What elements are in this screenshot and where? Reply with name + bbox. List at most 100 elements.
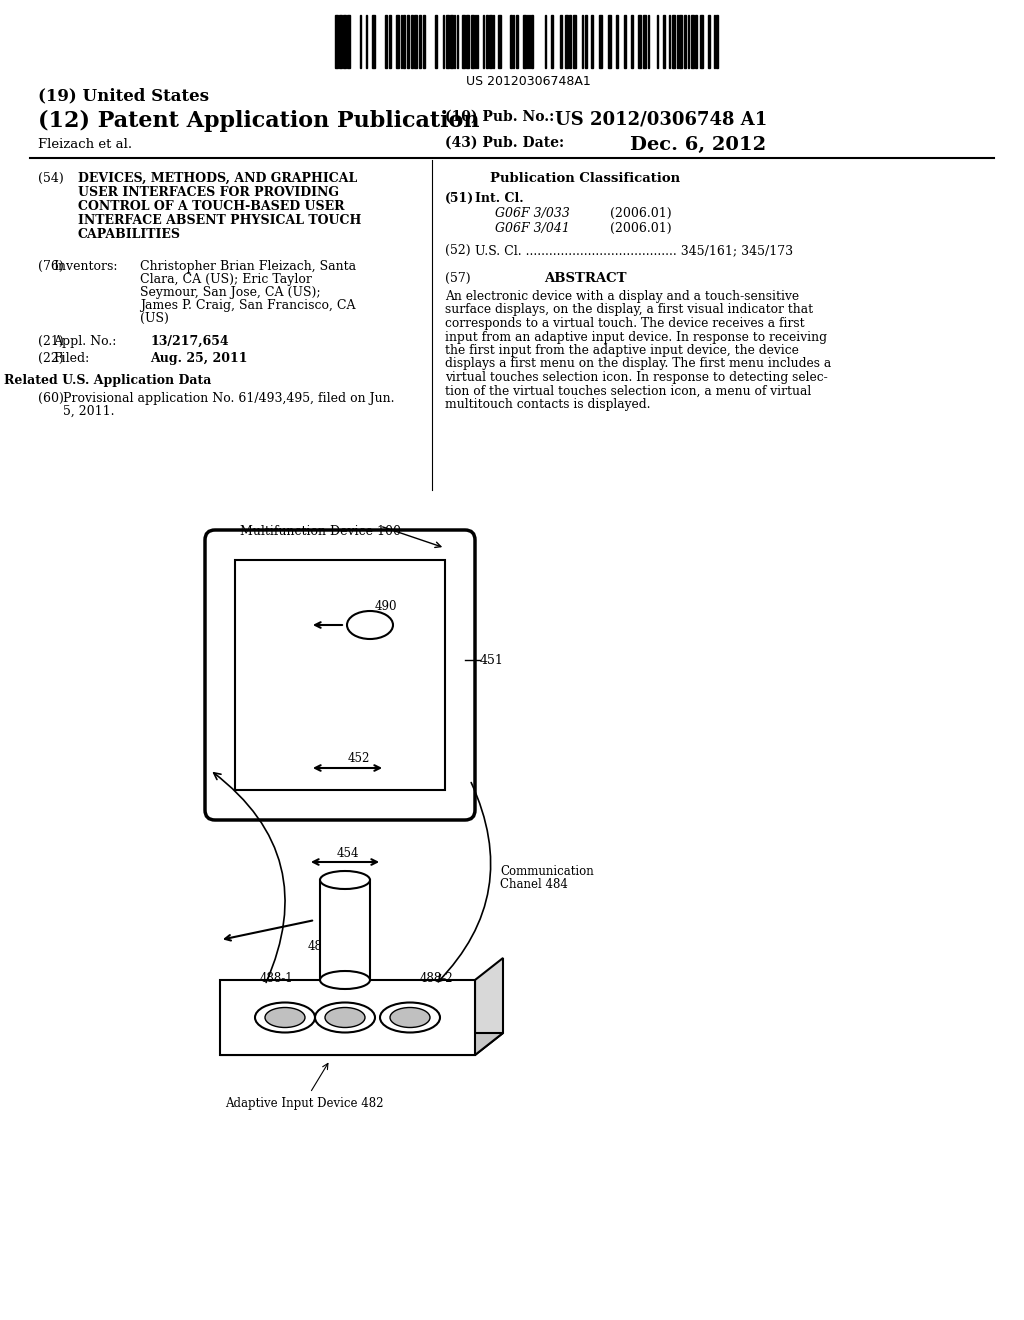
Text: 490: 490 [375,601,397,612]
Bar [446,15,449,69]
Bar [489,15,492,69]
Bar [403,15,406,69]
Bar [551,15,553,69]
Bar [423,15,425,69]
Bar [585,15,587,69]
Text: INTERFACE ABSENT PHYSICAL TOUCH: INTERFACE ABSENT PHYSICAL TOUCH [78,214,361,227]
Text: Multifunction Device 100: Multifunction Device 100 [240,525,401,539]
Bar [516,15,518,69]
Bar [396,15,399,69]
Text: US 20120306748A1: US 20120306748A1 [466,75,591,88]
Text: Communication: Communication [500,865,594,878]
Bar [591,15,593,69]
Text: (2006.01): (2006.01) [610,222,672,235]
Text: U.S. Cl. ....................................... 345/161; 345/173: U.S. Cl. ...............................… [475,244,794,257]
Bar [234,560,445,789]
Text: surface displays, on the display, a first visual indicator that: surface displays, on the display, a firs… [445,304,813,317]
Ellipse shape [319,972,370,989]
Text: 5, 2011.: 5, 2011. [63,405,115,418]
Text: 454: 454 [337,847,359,861]
Text: Related U.S. Application Data: Related U.S. Application Data [4,374,212,387]
Bar [684,15,686,69]
Bar [672,15,675,69]
Bar [695,15,697,69]
Ellipse shape [319,871,370,888]
Text: An electronic device with a display and a touch-sensitive: An electronic device with a display and … [445,290,799,304]
Text: (43) Pub. Date:: (43) Pub. Date: [445,136,564,150]
Bar [411,15,413,69]
Text: ABSTRACT: ABSTRACT [544,272,627,285]
Text: Aug. 25, 2011: Aug. 25, 2011 [150,352,248,366]
Text: G06F 3/033: G06F 3/033 [495,207,570,220]
Text: (21): (21) [38,335,63,348]
Text: (52): (52) [445,244,471,257]
FancyArrowPatch shape [438,783,490,982]
Bar [450,15,453,69]
Text: (76): (76) [38,260,63,273]
Text: (22): (22) [38,352,63,366]
Bar [466,15,469,69]
Bar [510,15,512,69]
Bar [643,15,646,69]
FancyArrowPatch shape [214,772,285,982]
Bar [372,15,375,69]
Text: 488-1: 488-1 [260,972,294,985]
Ellipse shape [265,1007,305,1027]
Bar [220,979,475,1055]
Bar [599,15,602,69]
Bar [347,15,350,69]
Text: 452: 452 [348,752,371,766]
Text: displays a first menu on the display. The first menu includes a: displays a first menu on the display. Th… [445,358,831,371]
Bar [498,15,501,69]
Bar [663,15,665,69]
Text: Christopher Brian Fleizach, Santa: Christopher Brian Fleizach, Santa [140,260,356,273]
Bar [389,15,391,69]
Bar [471,15,474,69]
Text: (US): (US) [140,312,169,325]
Bar [716,15,718,69]
FancyBboxPatch shape [205,531,475,820]
Text: (54): (54) [38,172,63,185]
Text: Appl. No.:: Appl. No.: [53,335,117,348]
Text: corresponds to a virtual touch. The device receives a first: corresponds to a virtual touch. The devi… [445,317,805,330]
Text: tion of the virtual touches selection icon, a menu of virtual: tion of the virtual touches selection ic… [445,384,811,397]
Text: 488-2: 488-2 [420,972,454,985]
Bar [531,15,534,69]
Bar [565,15,568,69]
Bar [407,15,409,69]
Text: (10) Pub. No.:: (10) Pub. No.: [445,110,554,124]
Text: (2006.01): (2006.01) [610,207,672,220]
Text: Clara, CA (US); Eric Taylor: Clara, CA (US); Eric Taylor [140,273,312,286]
Bar [679,15,682,69]
Text: 451: 451 [480,653,504,667]
Bar [700,15,703,69]
Text: (51): (51) [445,191,474,205]
Text: Adaptive Input Device 482: Adaptive Input Device 482 [225,1097,384,1110]
Bar [573,15,575,69]
Text: 486: 486 [307,940,330,953]
Text: 13/217,654: 13/217,654 [150,335,228,348]
Bar [339,15,342,69]
Ellipse shape [325,1007,365,1027]
Ellipse shape [390,1007,430,1027]
Text: Seymour, San Jose, CA (US);: Seymour, San Jose, CA (US); [140,286,321,300]
Ellipse shape [255,1002,315,1032]
Text: Provisional application No. 61/493,495, filed on Jun.: Provisional application No. 61/493,495, … [63,392,394,405]
Bar [419,15,421,69]
Text: Publication Classification: Publication Classification [489,172,680,185]
Text: (12) Patent Application Publication: (12) Patent Application Publication [38,110,479,132]
Bar [691,15,694,69]
Ellipse shape [315,1002,375,1032]
Text: virtual touches selection icon. In response to detecting selec-: virtual touches selection icon. In respo… [445,371,827,384]
Bar [319,880,370,979]
Text: CONTROL OF A TOUCH-BASED USER: CONTROL OF A TOUCH-BASED USER [78,201,344,213]
Text: James P. Craig, San Francisco, CA: James P. Craig, San Francisco, CA [140,300,355,312]
Text: Inventors:: Inventors: [53,260,118,273]
Text: USER INTERFACES FOR PROVIDING: USER INTERFACES FOR PROVIDING [78,186,339,199]
Text: CAPABILITIES: CAPABILITIES [78,228,181,242]
Text: Chanel 484: Chanel 484 [500,878,568,891]
Ellipse shape [347,611,393,639]
Bar [343,15,346,69]
Text: input from an adaptive input device. In response to receiving: input from an adaptive input device. In … [445,330,827,343]
Text: Dec. 6, 2012: Dec. 6, 2012 [630,136,766,154]
